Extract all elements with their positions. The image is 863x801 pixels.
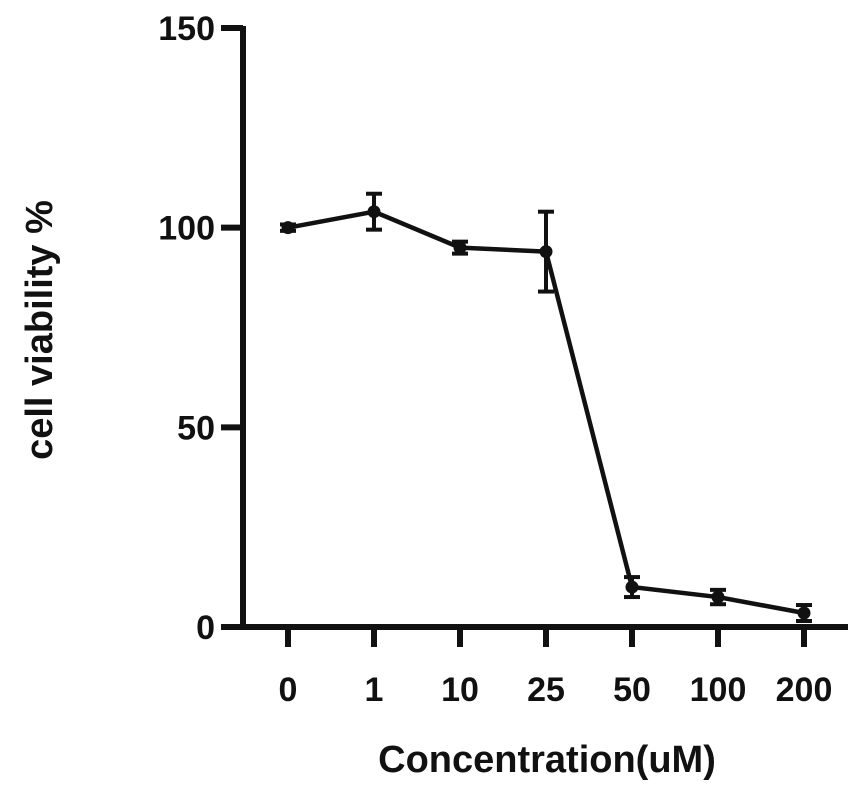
x-tick-label: 100: [690, 671, 747, 709]
x-axis-title: Concentration(uM): [378, 739, 716, 781]
x-tick-label: 25: [527, 671, 565, 709]
y-tick-label: 0: [196, 609, 215, 647]
x-tick-label: 200: [776, 671, 833, 709]
y-tick-label: 150: [158, 10, 215, 48]
x-tick-label: 10: [441, 671, 479, 709]
data-point: [711, 590, 725, 604]
data-point: [539, 245, 553, 259]
x-tick-label: 50: [613, 671, 651, 709]
y-axis: 0 50 100 150: [158, 10, 246, 647]
y-tick-label: 100: [158, 210, 215, 248]
data-point: [797, 606, 811, 620]
y-tick-label: 50: [177, 409, 215, 447]
plot-area: [280, 191, 812, 624]
x-tick-label: 0: [279, 671, 298, 709]
x-tick-label: 1: [365, 671, 384, 709]
data-point: [625, 580, 639, 594]
data-point: [453, 241, 467, 255]
y-axis-title: cell viability %: [19, 200, 61, 460]
data-point: [367, 205, 381, 219]
x-axis: 0 1 10 25 50 100 200: [240, 624, 848, 709]
data-point: [281, 221, 295, 235]
